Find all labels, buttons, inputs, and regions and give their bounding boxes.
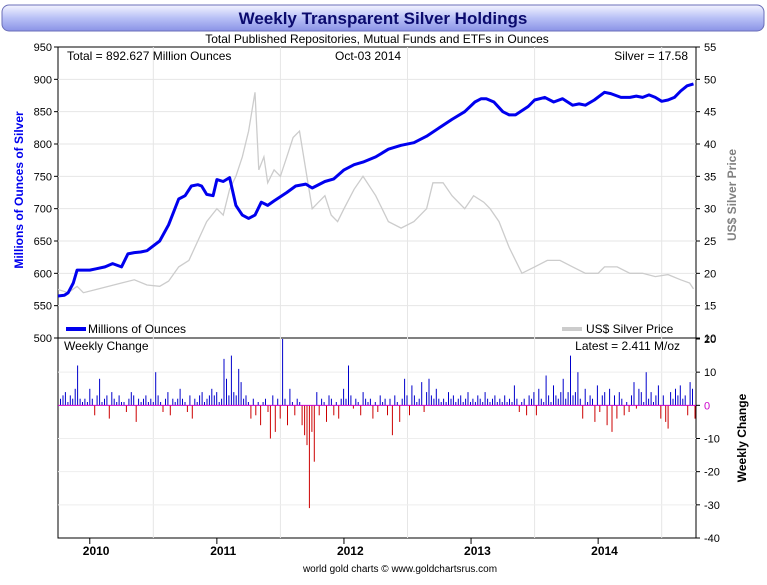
y-right-tick-label: 55 bbox=[704, 42, 716, 54]
x-tick-label: 2014 bbox=[591, 544, 618, 558]
legend-price-label: US$ Silver Price bbox=[586, 322, 674, 336]
chart-subtitle: Total Published Repositories, Mutual Fun… bbox=[205, 32, 549, 46]
y-right-tick-label: 30 bbox=[704, 204, 716, 216]
y-left-tick-label: 600 bbox=[34, 268, 52, 280]
title-bar bbox=[1, 4, 765, 32]
y-left-tick-label: 700 bbox=[34, 204, 52, 216]
y-left-tick-label: 800 bbox=[34, 139, 52, 151]
y-change-tick-label: -10 bbox=[704, 434, 720, 446]
latest-change-label: Latest = 2.411 M/oz bbox=[575, 339, 680, 353]
y-right-tick-label: 25 bbox=[704, 236, 716, 248]
silver-price-label: Silver = 17.58 bbox=[614, 49, 688, 63]
date-label: Oct-03 2014 bbox=[335, 49, 401, 63]
x-tick-label: 2012 bbox=[337, 544, 364, 558]
y-change-tick-label: -30 bbox=[704, 500, 720, 512]
chart-title: Weekly Transparent Silver Holdings bbox=[239, 9, 528, 28]
footer-credit: world gold charts © www.goldchartsrus.co… bbox=[302, 564, 497, 575]
y-change-tick-label: 10 bbox=[704, 367, 716, 379]
price-series-line bbox=[58, 92, 695, 294]
weekly-change-bars bbox=[60, 339, 696, 509]
y-left-tick-label: 650 bbox=[34, 236, 52, 248]
y-right-tick-label: 45 bbox=[704, 107, 716, 119]
y-right-tick-label: 15 bbox=[704, 301, 716, 313]
top-plot-frame bbox=[57, 46, 697, 339]
right-axis-title-change: Weekly Change bbox=[735, 393, 749, 482]
y-left-tick-label: 750 bbox=[34, 171, 52, 183]
left-axis-title: Millions of Ounces of Silver bbox=[12, 111, 26, 269]
y-change-tick-label: 0 bbox=[704, 400, 710, 412]
y-left-tick-label: 550 bbox=[34, 301, 52, 313]
right-axis-title-price: US$ Silver Price bbox=[725, 149, 739, 241]
x-tick-label: 2011 bbox=[210, 544, 236, 558]
weekly-change-title: Weekly Change bbox=[64, 339, 149, 353]
y-right-tick-label: 50 bbox=[704, 74, 716, 86]
y-left-tick-label: 500 bbox=[34, 333, 52, 345]
y-left-tick-label: 950 bbox=[34, 42, 52, 54]
y-right-tick-label: 35 bbox=[704, 171, 716, 183]
y-right-tick-label: 20 bbox=[704, 268, 716, 280]
grid-lines bbox=[58, 47, 696, 538]
y-change-tick-label: -20 bbox=[704, 467, 720, 479]
y-change-tick-label: 20 bbox=[704, 334, 716, 346]
y-left-tick-label: 900 bbox=[34, 74, 52, 86]
x-tick-label: 2010 bbox=[83, 544, 110, 558]
x-tick-label: 2013 bbox=[464, 544, 491, 558]
y-change-tick-label: -40 bbox=[704, 533, 720, 545]
y-right-tick-label: 10 bbox=[704, 333, 716, 345]
y-right-tick-label: 40 bbox=[704, 139, 716, 151]
legend-holdings-label: Millions of Ounces bbox=[88, 322, 186, 336]
total-label: Total = 892.627 Million Ounces bbox=[67, 49, 231, 63]
holdings-series-line bbox=[58, 82, 694, 298]
y-left-tick-label: 850 bbox=[34, 107, 52, 119]
axis-ticks: 2010 2011 2012 2013 201450055060065070075080… bbox=[34, 42, 720, 558]
